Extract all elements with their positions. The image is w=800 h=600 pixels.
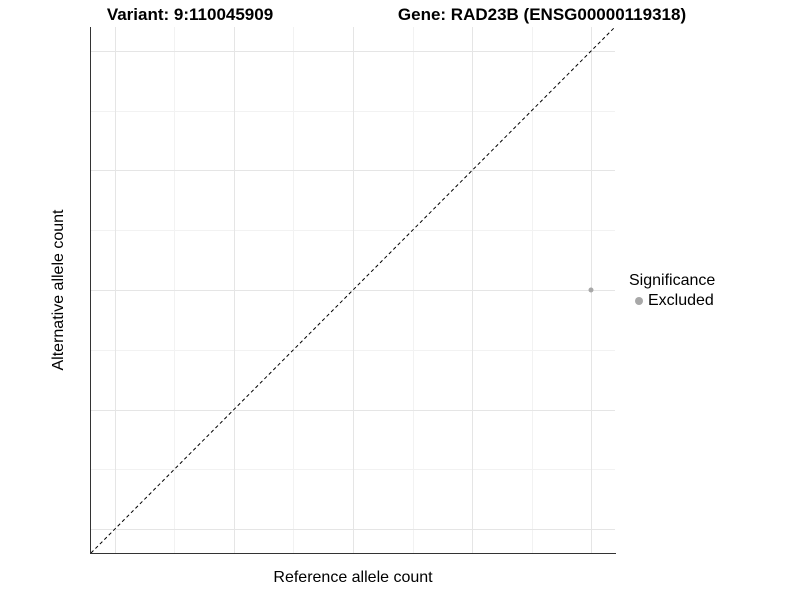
- plot-panel: 0123401234: [91, 27, 615, 553]
- major-gridline-y: [91, 529, 615, 531]
- circle-icon: [635, 297, 643, 305]
- major-gridline-y: [91, 409, 615, 411]
- major-gridline-y: [91, 170, 615, 172]
- identity-line: [91, 27, 615, 553]
- major-gridline-y: [91, 290, 615, 291]
- data-point: [588, 287, 594, 293]
- major-gridline-y: [91, 50, 615, 52]
- legend-item-excluded: Excluded: [635, 293, 715, 309]
- plot-title-gene: Gene: RAD23B (ENSG00000119318): [397, 5, 687, 24]
- legend-item-label: Excluded: [648, 292, 714, 309]
- x-axis-line: [90, 553, 616, 554]
- plot-title-variant: Variant: 9:110045909: [106, 5, 274, 24]
- y-axis-line: [90, 27, 91, 554]
- y-axis-title: Alternative allele count: [50, 209, 67, 371]
- legend: Significance Excluded: [629, 272, 715, 309]
- legend-title: Significance: [629, 272, 716, 289]
- x-axis-title: Reference allele count: [273, 569, 433, 586]
